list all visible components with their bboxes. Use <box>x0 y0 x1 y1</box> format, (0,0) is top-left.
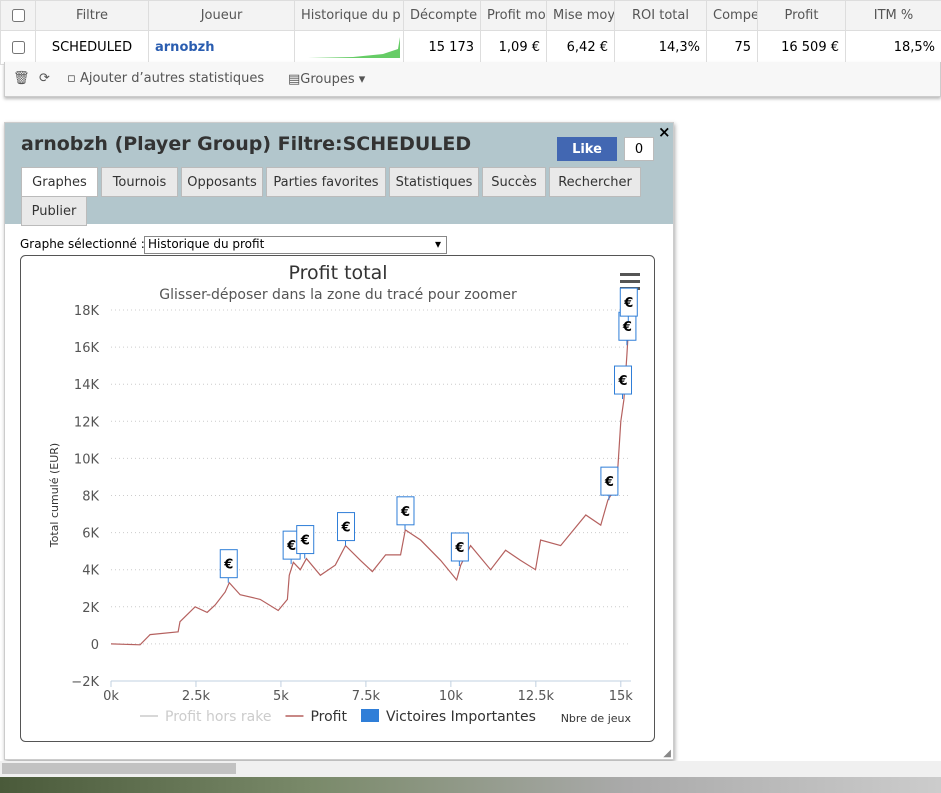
flag-label: € <box>617 374 627 389</box>
tab[interactable]: Rechercher <box>549 167 641 197</box>
tab[interactable]: Statistiques <box>389 167 479 197</box>
column-header[interactable]: Profit <box>757 0 846 31</box>
x-tick-label: 10k <box>439 689 464 704</box>
cell: SCHEDULED <box>35 30 149 65</box>
tab[interactable]: Tournois <box>101 167 178 197</box>
tab[interactable]: Publier <box>21 196 87 226</box>
flag <box>396 496 415 526</box>
column-header[interactable]: Filtre <box>35 0 149 31</box>
groups-label: Groupes <box>300 72 355 87</box>
scrollbar[interactable] <box>0 761 941 777</box>
x-tick-label: 2.5k <box>182 689 211 704</box>
player-panel: arnobzh (Player Group) Filtre:SCHEDULED … <box>4 122 674 760</box>
flag <box>296 525 315 555</box>
y-tick-label: 0 <box>91 638 99 653</box>
select-all[interactable] <box>0 0 36 31</box>
menu[interactable] <box>620 273 640 290</box>
legend-entry[interactable]: Profit <box>310 709 347 725</box>
flag <box>600 466 619 496</box>
flag <box>450 532 469 562</box>
flag-label: € <box>454 541 464 556</box>
cell: 15 173 <box>403 30 481 65</box>
column-header[interactable]: ITM % <box>845 0 941 31</box>
y-tick-label: 10K <box>74 452 100 467</box>
cell: 6,42 € <box>546 30 615 65</box>
y-tick-label: 12K <box>74 415 100 430</box>
y-axis-label: Total cumulé (EUR) <box>48 443 61 548</box>
cell: 14,3% <box>614 30 707 65</box>
select-row[interactable] <box>0 30 36 65</box>
tab[interactable]: Graphes <box>21 167 98 197</box>
legend-symbol <box>361 709 379 722</box>
sparkline <box>294 30 404 65</box>
flag-label: € <box>300 534 310 549</box>
x-tick-label: 0k <box>103 689 119 704</box>
legend-entry[interactable]: Victoires Importantes <box>386 709 536 725</box>
column-header[interactable]: Joueur <box>148 0 295 31</box>
y-tick-label: 14K <box>74 378 100 393</box>
y-tick-label: 6K <box>82 527 99 542</box>
column-header[interactable]: Profit mo <box>480 0 547 31</box>
y-tick-label: 18K <box>74 304 100 319</box>
y-tick-label: 16K <box>74 341 100 356</box>
panel-title: arnobzh (Player Group) Filtre:SCHEDULED <box>21 133 472 155</box>
x-tick-label: 15k <box>609 689 634 704</box>
like-count: 0 <box>624 137 654 161</box>
tab[interactable]: Succès <box>482 167 546 197</box>
chart-title: Profit total <box>288 262 387 284</box>
panel-header: arnobzh (Player Group) Filtre:SCHEDULED … <box>5 123 673 226</box>
y-tick-label: −2K <box>71 675 99 690</box>
stats-table: Filtre Joueur Historique du p Décompte Profi… <box>0 0 941 65</box>
chart-frame <box>20 255 655 742</box>
flag-label: € <box>623 296 633 311</box>
y-tick-label: 2K <box>82 601 99 616</box>
cell: 1,09 € <box>480 30 547 65</box>
column-header[interactable]: Décompte <box>403 0 481 31</box>
flag <box>219 549 238 579</box>
flag <box>614 365 633 395</box>
close[interactable]: × <box>658 123 671 141</box>
column-header[interactable]: Historique du p <box>294 0 404 31</box>
x-tick-label: 12.5k <box>518 689 555 704</box>
player-link[interactable]: arnobzh <box>148 30 295 65</box>
add-stats-label: Ajouter d’autres statistiques <box>79 71 265 86</box>
cell: 18,5% <box>845 30 941 65</box>
taskbar <box>0 777 941 793</box>
flag-label: € <box>340 521 350 536</box>
like-label: Like <box>572 141 602 157</box>
tab[interactable]: Opposants <box>181 167 263 197</box>
flag-label: € <box>400 505 410 520</box>
flag-label: € <box>286 539 296 554</box>
flag-label: € <box>223 558 233 573</box>
graph-select-value: Historique du profit <box>148 237 265 251</box>
flag-label: € <box>622 320 632 335</box>
x-axis-label: Nbre de jeux <box>561 712 632 725</box>
chart: Profit total Glisser-déposer dans la zon… <box>20 255 655 742</box>
flag <box>337 512 356 542</box>
tab[interactable]: Parties favorites <box>266 167 386 197</box>
graph-label: Graphe sélectionné : <box>20 237 145 251</box>
column-header[interactable]: Compe <box>706 0 758 31</box>
flag-label: € <box>604 475 614 490</box>
chart-subtitle: Glisser-déposer dans la zone du tracé po… <box>159 287 517 303</box>
profit-line <box>110 314 632 646</box>
cell: 75 <box>706 30 758 65</box>
cell: 16 509 € <box>757 30 846 65</box>
add-stats[interactable]: ▫ Ajouter d’autres statistiques <box>67 71 265 86</box>
like-button[interactable]: Like <box>557 137 617 161</box>
column-header[interactable]: ROI total <box>614 0 707 31</box>
x-tick-label: 7.5k <box>352 689 381 704</box>
column-header[interactable]: Mise moy <box>546 0 615 31</box>
x-tick-label: 5k <box>273 689 289 704</box>
legend-entry[interactable]: Profit hors rake <box>165 709 271 725</box>
y-tick-label: 8K <box>82 490 99 505</box>
y-tick-label: 4K <box>82 564 99 579</box>
groups[interactable]: ▤Groupes ▾ <box>288 72 366 87</box>
toolbar: 🗑 ⟳ ▫ Ajouter d’autres statistiques ▤Grou… <box>4 62 941 97</box>
graph-select[interactable]: Historique du profit ▾ <box>144 236 447 254</box>
flag <box>619 287 638 317</box>
